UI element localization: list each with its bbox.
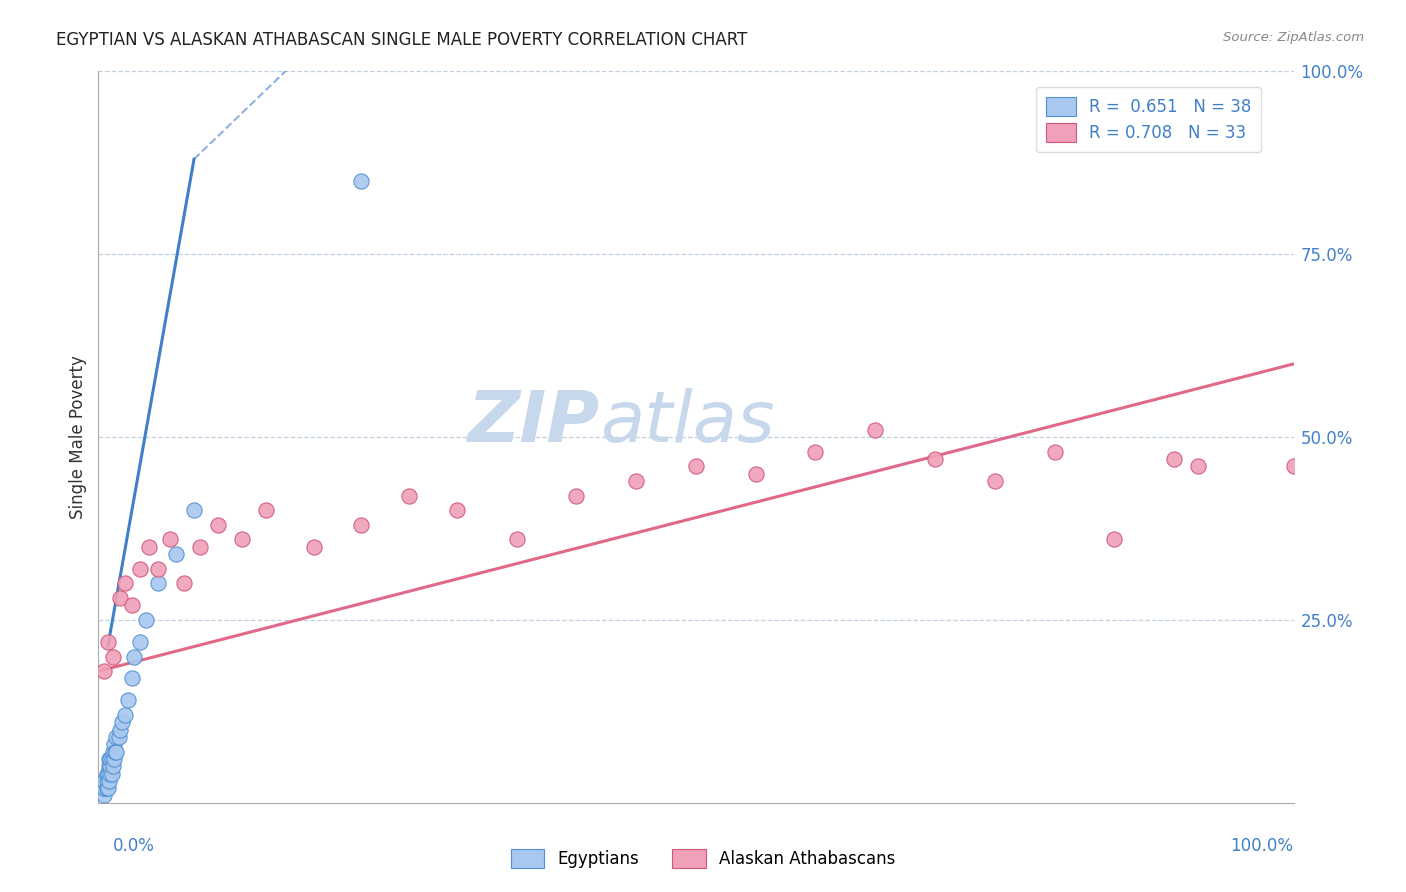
Point	[124, 649, 146, 664]
Point	[101, 745, 124, 759]
Point	[350, 174, 373, 188]
Point	[96, 781, 118, 796]
Point	[93, 773, 115, 788]
Text: EGYPTIAN VS ALASKAN ATHABASCAN SINGLE MALE POVERTY CORRELATION CHART: EGYPTIAN VS ALASKAN ATHABASCAN SINGLE MA…	[56, 31, 748, 49]
Point	[1187, 459, 1209, 474]
Point	[129, 635, 152, 649]
Point	[114, 708, 136, 723]
Point	[924, 452, 946, 467]
Point	[207, 517, 229, 532]
Point	[93, 773, 115, 788]
Point	[165, 547, 187, 561]
Point	[98, 759, 122, 773]
Point	[100, 766, 122, 780]
Point	[97, 635, 120, 649]
Point	[350, 517, 373, 532]
Text: 0.0%: 0.0%	[112, 837, 155, 855]
Point	[98, 766, 122, 780]
Point	[93, 789, 115, 803]
Point	[96, 766, 118, 780]
Point	[108, 723, 131, 737]
Point	[188, 540, 211, 554]
Point	[1163, 452, 1185, 467]
Point	[107, 730, 129, 744]
Point	[804, 444, 827, 458]
Point	[98, 759, 121, 773]
Point	[129, 562, 152, 576]
Point	[446, 503, 468, 517]
Point	[93, 781, 115, 796]
Point	[103, 752, 125, 766]
Point	[100, 752, 122, 766]
Point	[565, 489, 588, 503]
Point	[98, 773, 121, 788]
Point	[173, 576, 195, 591]
Point	[121, 672, 143, 686]
Point	[984, 474, 1007, 488]
Point	[183, 503, 205, 517]
Point	[1043, 444, 1066, 458]
Point	[302, 540, 325, 554]
Point	[103, 737, 125, 751]
Point	[105, 745, 128, 759]
Point	[506, 533, 529, 547]
Point	[1104, 533, 1126, 547]
Point	[114, 576, 136, 591]
Point	[159, 533, 181, 547]
Point	[231, 533, 253, 547]
Point	[398, 489, 420, 503]
Point	[111, 715, 134, 730]
Point	[104, 745, 127, 759]
Y-axis label: Single Male Poverty: Single Male Poverty	[69, 355, 87, 519]
Point	[108, 591, 131, 605]
Text: ZIP: ZIP	[468, 388, 600, 457]
Point	[745, 467, 768, 481]
Point	[148, 562, 170, 576]
Point	[865, 423, 887, 437]
Point	[1282, 459, 1305, 474]
Point	[138, 540, 160, 554]
Text: 100.0%: 100.0%	[1230, 837, 1294, 855]
Point	[626, 474, 648, 488]
Point	[148, 576, 170, 591]
Point	[254, 503, 277, 517]
Point	[98, 752, 121, 766]
Point	[93, 781, 115, 796]
Legend: R =  0.651   N = 38, R = 0.708   N = 33: R = 0.651 N = 38, R = 0.708 N = 33	[1036, 87, 1261, 153]
Text: atlas: atlas	[600, 388, 775, 457]
Point	[685, 459, 707, 474]
Point	[117, 693, 139, 707]
Point	[97, 766, 120, 780]
Point	[101, 759, 124, 773]
Legend: Egyptians, Alaskan Athabascans: Egyptians, Alaskan Athabascans	[503, 842, 903, 875]
Point	[93, 664, 115, 678]
Point	[101, 649, 124, 664]
Text: Source: ZipAtlas.com: Source: ZipAtlas.com	[1223, 31, 1364, 45]
Point	[97, 781, 120, 796]
Point	[105, 730, 128, 744]
Point	[96, 773, 118, 788]
Point	[98, 752, 122, 766]
Point	[135, 613, 157, 627]
Point	[121, 599, 143, 613]
